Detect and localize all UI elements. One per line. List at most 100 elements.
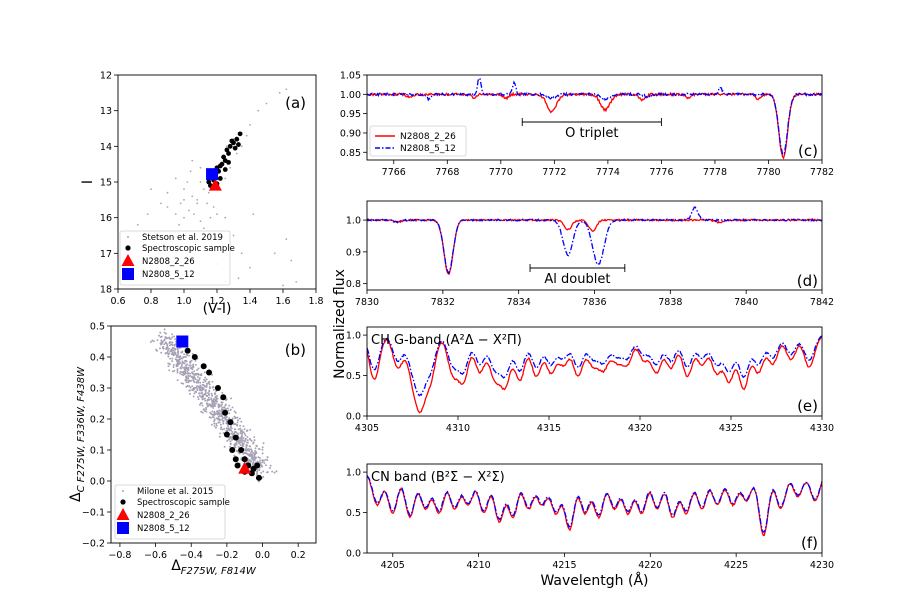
y-tick-label: 1.0 <box>346 468 361 479</box>
milone-star-point <box>179 366 182 369</box>
milone-star-point <box>174 352 177 354</box>
legend-entry-label: Milone et al. 2015 <box>137 487 213 497</box>
milone-star-point <box>256 472 259 475</box>
milone-star-point <box>238 452 241 455</box>
x-tick-label: −0.4 <box>180 550 203 561</box>
milone-star-point <box>180 357 183 360</box>
spectroscopic-star-point <box>234 136 240 142</box>
stetson-star-point <box>252 213 255 216</box>
spectroscopic-star-point <box>236 142 241 147</box>
y-tick-label: 0.5 <box>346 371 361 382</box>
milone-star-point <box>213 422 216 425</box>
panel-b-frame <box>110 325 317 544</box>
milone-star-point <box>243 432 246 435</box>
stetson-star-point <box>188 209 190 212</box>
milone-star-point <box>168 362 170 365</box>
legend-sample-swatch <box>120 499 126 505</box>
milone-star-point <box>195 386 198 389</box>
milone-star-point <box>246 439 249 442</box>
milone-star-point <box>171 333 174 336</box>
milone-star-point <box>234 411 237 414</box>
milone-star-point <box>193 370 196 373</box>
spectrum-line-n2808-5-12 <box>367 77 822 157</box>
milone-star-point <box>250 451 252 454</box>
milone-star-point <box>243 428 246 431</box>
annotation-label: O triplet <box>565 126 618 141</box>
milone-star-point <box>160 342 163 345</box>
milone-star-point <box>217 421 220 424</box>
stetson-star-point <box>265 102 268 105</box>
milone-star-point <box>229 408 232 411</box>
milone-star-point <box>231 406 234 409</box>
milone-star-point <box>162 345 165 348</box>
milone-star-point <box>252 457 255 459</box>
milone-star-point <box>206 402 209 405</box>
milone-star-point <box>155 348 158 351</box>
milone-star-point <box>230 432 233 435</box>
milone-star-point <box>209 411 212 414</box>
milone-star-point <box>183 359 186 362</box>
milone-star-point <box>212 385 215 388</box>
milone-star-point <box>173 369 176 372</box>
milone-star-point <box>239 427 242 430</box>
milone-star-point <box>198 392 200 395</box>
stetson-star-point <box>278 91 281 94</box>
milone-star-point <box>208 386 211 389</box>
milone-star-point <box>202 387 205 390</box>
x-tick-label: 4315 <box>537 423 561 434</box>
milone-star-point <box>180 382 183 385</box>
milone-star-point <box>213 410 216 413</box>
spectrum-line-n2808-5-12 <box>367 335 822 397</box>
milone-star-point <box>225 408 228 410</box>
milone-star-point <box>255 451 258 454</box>
milone-star-point <box>200 410 203 413</box>
milone-star-point <box>273 471 276 474</box>
stetson-star-point <box>224 216 227 219</box>
milone-star-point <box>239 439 242 442</box>
milone-star-point <box>213 413 216 416</box>
milone-star-point <box>261 446 264 449</box>
milone-star-point <box>238 417 241 420</box>
milone-star-point <box>188 361 191 364</box>
spectroscopic-star-point <box>227 143 233 149</box>
milone-star-point <box>176 360 179 363</box>
panel-label: (e) <box>797 397 818 415</box>
milone-star-point <box>194 390 197 393</box>
milone-star-point <box>176 348 179 351</box>
milone-star-point <box>264 464 267 467</box>
milone-star-point <box>204 392 207 395</box>
y-axis-label: I <box>80 180 96 184</box>
milone-star-point <box>220 403 223 406</box>
milone-star-point <box>248 453 251 456</box>
milone-star-point <box>226 428 229 431</box>
milone-star-point <box>189 374 192 377</box>
milone-star-point <box>179 370 182 373</box>
milone-star-point <box>181 361 184 364</box>
legend-b-box <box>114 484 226 540</box>
milone-star-point <box>233 432 235 435</box>
milone-star-point <box>203 385 206 388</box>
milone-star-point <box>202 381 205 384</box>
milone-star-point <box>256 468 259 471</box>
x-tick-label: 4230 <box>810 560 834 571</box>
x-tick-label: 7768 <box>435 167 459 178</box>
milone-star-point <box>234 428 237 431</box>
x-tick-label: 7838 <box>658 297 682 308</box>
x-tick-label: 7836 <box>582 297 606 308</box>
milone-star-point <box>204 399 207 402</box>
panel-label: (c) <box>798 142 818 160</box>
x-tick-label: 4330 <box>810 423 834 434</box>
milone-star-point <box>237 445 240 448</box>
x-axis-label: (V-I) <box>203 301 232 317</box>
milone-star-point <box>242 425 245 428</box>
milone-star-point <box>165 332 167 335</box>
milone-star-point <box>193 374 196 377</box>
milone-star-point <box>213 420 215 423</box>
milone-star-point <box>263 462 266 464</box>
milone-star-point <box>211 410 214 413</box>
milone-star-point <box>231 417 234 420</box>
stetson-star-point <box>226 145 228 148</box>
milone-star-point <box>238 442 241 445</box>
x-tick-label: 4305 <box>355 423 379 434</box>
spectroscopic-star-point <box>217 176 223 181</box>
